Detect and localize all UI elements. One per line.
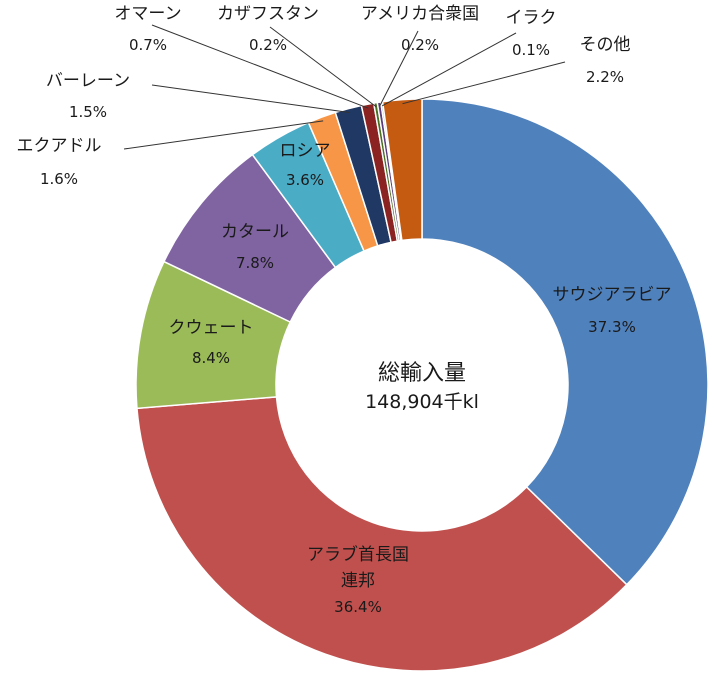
slice-value-label-1: 37.3% <box>588 318 636 336</box>
slice-label-12-line-1: その他 <box>580 35 631 55</box>
leader-line-10 <box>379 30 419 107</box>
center-label: 総輸入量 <box>378 361 466 386</box>
slice-value-label-10: 0.2% <box>401 36 439 54</box>
slice-label-1-line-1: サウジアラビア <box>553 285 672 305</box>
slice-12 <box>381 98 423 242</box>
slice-label-11-line-1: イラク <box>506 8 557 28</box>
slice-value-label-9: 0.2% <box>249 36 287 54</box>
slice-value-label-7: 1.5% <box>69 103 107 121</box>
slice-label-9-line-1: カザフスタン <box>217 4 319 24</box>
slice-1 <box>421 98 709 586</box>
center-value: 148,904千kl <box>365 391 479 413</box>
leader-lines-group <box>123 24 566 150</box>
slice-value-label-4: 7.8% <box>236 254 274 272</box>
slice-label-8-line-1: オマーン <box>114 4 181 24</box>
slice-label-4-line-1: カタール <box>221 222 289 242</box>
slice-value-label-6: 1.6% <box>40 170 78 188</box>
slice-label-10-line-1: アメリカ合衆国 <box>361 4 479 24</box>
slice-value-label-11: 0.1% <box>512 41 550 59</box>
slice-label-2-line-2: 連邦 <box>341 571 375 591</box>
leader-line-7 <box>151 84 350 114</box>
leader-line-9 <box>269 26 377 108</box>
slice-value-label-12: 2.2% <box>586 68 624 86</box>
slice-value-label-2: 36.4% <box>334 598 382 616</box>
slice-value-label-3: 8.4% <box>192 349 230 367</box>
slice-label-2-line-1: アラブ首長国 <box>307 544 409 565</box>
slice-2 <box>136 396 628 672</box>
leader-line-11 <box>382 32 517 107</box>
leader-line-8 <box>151 24 369 109</box>
slice-value-label-8: 0.7% <box>129 36 167 54</box>
slice-label-5-line-1: ロシア <box>280 141 331 161</box>
slice-value-label-5: 3.6% <box>286 171 324 189</box>
slice-label-6-line-1: エクアドル <box>17 136 102 156</box>
leader-line-6 <box>123 120 324 150</box>
leader-line-12 <box>402 61 566 105</box>
slice-label-3-line-1: クウェート <box>169 318 254 338</box>
slice-label-7-line-1: バーレーン <box>46 71 130 91</box>
slices-group <box>135 98 709 672</box>
